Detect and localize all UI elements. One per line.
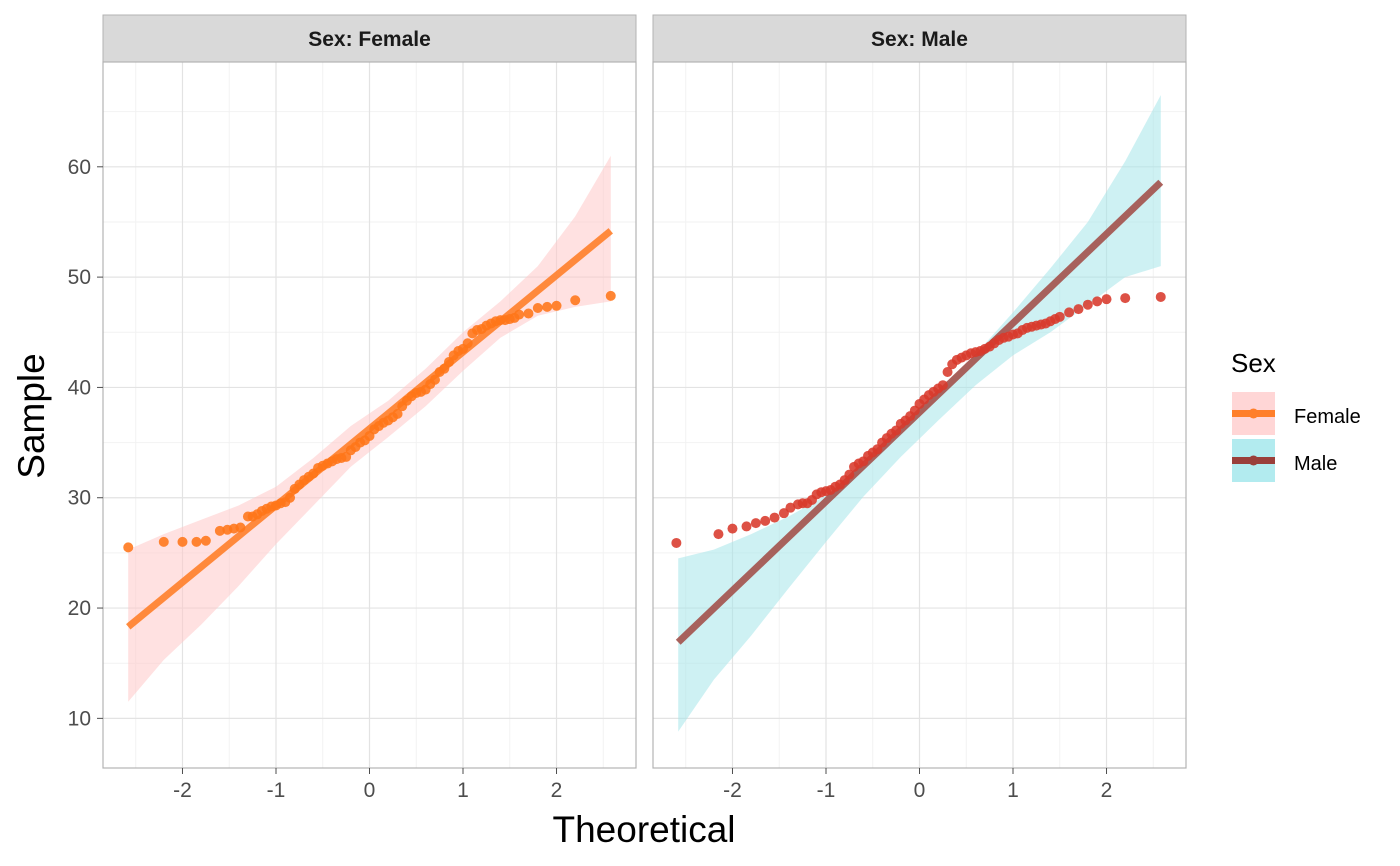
- x-tick-label: 0: [364, 779, 376, 802]
- data-point-female: [158, 536, 169, 547]
- x-tick-label: -2: [723, 779, 742, 802]
- legend-title: Sex: [1231, 348, 1276, 378]
- data-point-male: [671, 537, 682, 548]
- y-axis-title: Sample: [11, 353, 52, 478]
- data-point-female: [191, 536, 202, 547]
- data-point-male: [727, 523, 738, 534]
- data-point-female: [177, 536, 188, 547]
- data-point-male: [713, 529, 724, 540]
- legend-key-female: [1232, 392, 1275, 435]
- data-point-male: [1082, 299, 1093, 310]
- data-point-male: [1120, 293, 1131, 304]
- x-axis-tick-labels: -2 -1 0 1 2 -2 -1 0 1 2: [173, 768, 1112, 802]
- data-point-male: [844, 469, 855, 480]
- x-tick-label: 1: [1007, 779, 1019, 802]
- legend: Sex Female Male: [1231, 348, 1361, 482]
- data-point-male: [1092, 296, 1103, 307]
- data-point-male: [741, 521, 752, 532]
- data-point-female: [462, 338, 473, 349]
- data-point-male: [937, 380, 948, 391]
- data-point-male: [1101, 294, 1112, 305]
- data-point-male: [1054, 311, 1065, 322]
- y-tick-label: 40: [68, 376, 91, 399]
- facet-strip-male: Sex: Male: [652, 14, 1187, 63]
- data-point-female: [200, 535, 211, 546]
- legend-label-female: Female: [1294, 406, 1361, 428]
- data-point-male: [785, 502, 796, 513]
- y-tick-label: 10: [68, 707, 91, 730]
- panel-male: [652, 61, 1187, 769]
- data-point-male: [778, 508, 789, 519]
- facet-strip-label-male: Sex: Male: [871, 28, 968, 51]
- x-tick-label: -1: [267, 779, 286, 802]
- x-tick-label: -1: [817, 779, 836, 802]
- data-point-female: [235, 522, 246, 533]
- facet-strip-label-female: Sex: Female: [308, 28, 431, 51]
- data-point-female: [570, 295, 581, 306]
- data-point-female: [523, 308, 534, 319]
- data-point-male: [769, 512, 780, 523]
- legend-key-point: [1248, 408, 1259, 419]
- data-point-female: [605, 290, 616, 301]
- data-point-male: [1155, 291, 1166, 302]
- y-tick-label: 30: [68, 487, 91, 510]
- data-point-male: [750, 518, 761, 529]
- x-tick-label: 0: [914, 779, 926, 802]
- y-tick-label: 20: [68, 597, 91, 620]
- data-point-female: [429, 374, 440, 385]
- x-tick-label: 2: [551, 779, 563, 802]
- data-point-male: [1064, 307, 1075, 318]
- data-point-male: [1073, 304, 1084, 315]
- data-point-male: [942, 366, 953, 377]
- data-point-female: [551, 300, 562, 311]
- data-point-female: [214, 525, 225, 536]
- data-point-male: [760, 515, 771, 526]
- y-axis-tick-labels: 10 20 30 40 50 60: [68, 156, 103, 730]
- data-point-female: [542, 301, 553, 312]
- data-point-female: [514, 309, 525, 320]
- panel-female: [102, 61, 637, 769]
- y-tick-label: 60: [68, 156, 91, 179]
- y-tick-label: 50: [68, 266, 91, 289]
- x-tick-label: 1: [457, 779, 469, 802]
- data-point-female: [532, 302, 543, 313]
- x-tick-label: 2: [1101, 779, 1113, 802]
- legend-key-point: [1248, 455, 1259, 466]
- data-point-female: [285, 492, 296, 503]
- legend-key-male: [1232, 439, 1275, 482]
- data-point-female: [123, 542, 134, 553]
- facet-strip-female: Sex: Female: [102, 14, 637, 63]
- data-point-female: [392, 408, 403, 419]
- x-tick-label: -2: [173, 779, 192, 802]
- x-axis-title: Theoretical: [552, 809, 735, 850]
- legend-label-male: Male: [1294, 453, 1337, 475]
